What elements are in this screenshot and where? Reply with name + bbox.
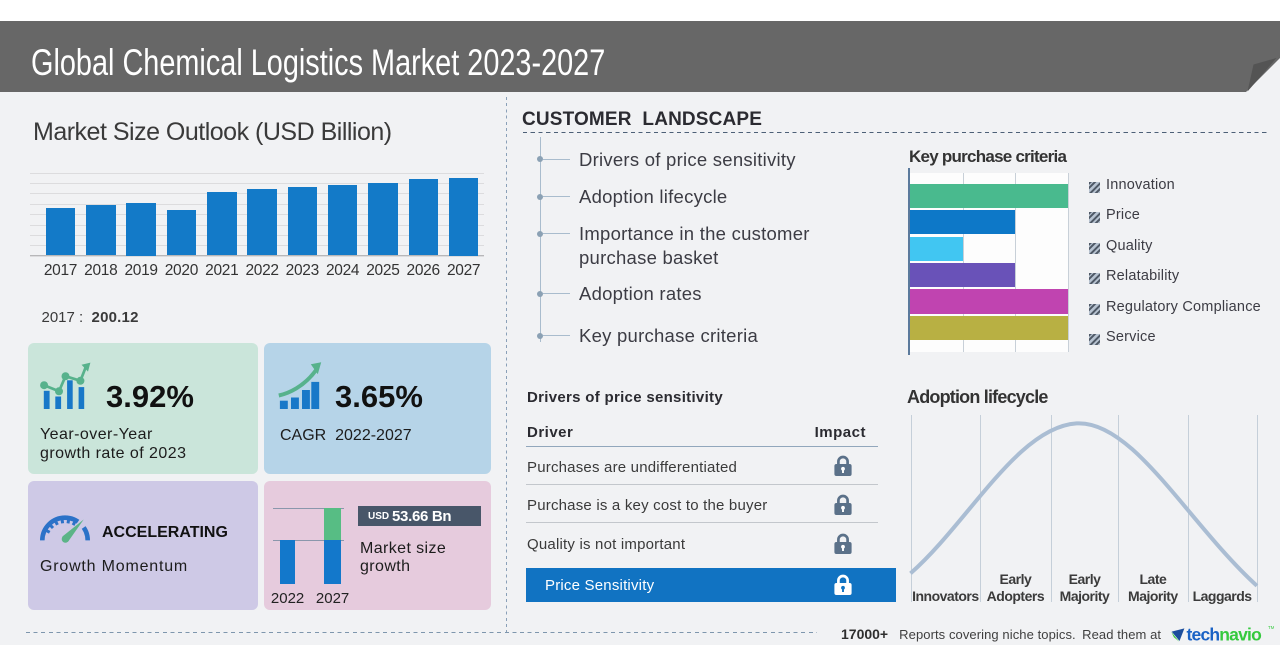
svg-text:technavio: technavio bbox=[1187, 625, 1262, 645]
svg-text:TM: TM bbox=[1268, 625, 1274, 630]
